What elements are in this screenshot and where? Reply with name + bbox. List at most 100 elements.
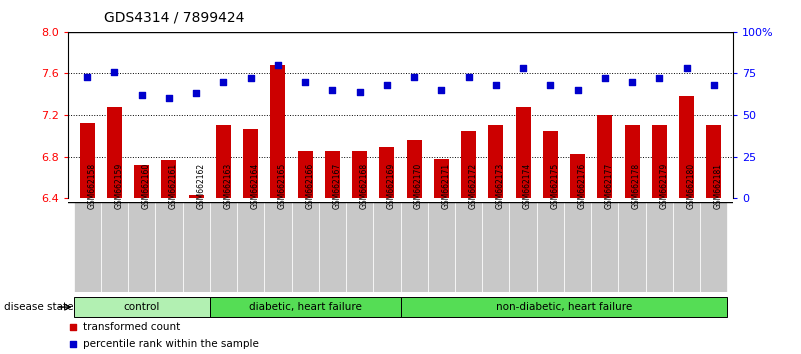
Point [435, 87, 448, 93]
Text: GSM662170: GSM662170 [414, 163, 423, 209]
FancyBboxPatch shape [128, 202, 155, 292]
Point [380, 82, 393, 88]
FancyBboxPatch shape [183, 202, 210, 292]
Bar [107, 107, 122, 198]
FancyBboxPatch shape [564, 202, 591, 292]
Text: GSM662165: GSM662165 [278, 163, 287, 209]
Bar [189, 195, 203, 198]
FancyBboxPatch shape [482, 202, 509, 292]
Bar [216, 125, 231, 198]
FancyBboxPatch shape [700, 202, 727, 292]
Point [408, 74, 421, 80]
FancyBboxPatch shape [646, 202, 673, 292]
Point [626, 79, 638, 85]
Point [81, 74, 94, 80]
Bar [516, 107, 530, 198]
Text: GSM662174: GSM662174 [523, 163, 532, 209]
Text: GSM662162: GSM662162 [196, 163, 205, 209]
Point [190, 91, 203, 96]
FancyBboxPatch shape [210, 297, 400, 318]
Point [571, 87, 584, 93]
Bar [570, 154, 585, 198]
FancyBboxPatch shape [455, 202, 482, 292]
FancyBboxPatch shape [618, 202, 646, 292]
Point [135, 92, 148, 98]
Text: GSM662163: GSM662163 [223, 163, 232, 209]
Point [272, 62, 284, 68]
Text: GSM662159: GSM662159 [115, 163, 123, 209]
Text: transformed count: transformed count [83, 321, 180, 332]
Bar [244, 129, 258, 198]
FancyBboxPatch shape [373, 202, 400, 292]
Text: GSM662161: GSM662161 [169, 163, 178, 209]
Text: GSM662164: GSM662164 [251, 163, 260, 209]
FancyBboxPatch shape [400, 297, 727, 318]
Point [598, 76, 611, 81]
Text: percentile rank within the sample: percentile rank within the sample [83, 339, 259, 349]
Point [462, 74, 475, 80]
Bar [325, 152, 340, 198]
Point [299, 79, 312, 85]
Bar [706, 125, 722, 198]
FancyBboxPatch shape [155, 202, 183, 292]
Point [108, 69, 121, 75]
Bar [434, 159, 449, 198]
Bar [461, 131, 476, 198]
FancyBboxPatch shape [319, 202, 346, 292]
Bar [407, 140, 421, 198]
FancyBboxPatch shape [509, 202, 537, 292]
Point [326, 87, 339, 93]
Point [653, 76, 666, 81]
Text: GSM662180: GSM662180 [686, 163, 695, 209]
Text: GSM662175: GSM662175 [550, 163, 559, 209]
Bar [679, 96, 694, 198]
FancyBboxPatch shape [264, 202, 292, 292]
Point [517, 65, 529, 71]
Text: GSM662168: GSM662168 [360, 163, 368, 209]
FancyBboxPatch shape [591, 202, 618, 292]
Text: non-diabetic, heart failure: non-diabetic, heart failure [496, 302, 632, 312]
FancyBboxPatch shape [74, 202, 101, 292]
FancyBboxPatch shape [428, 202, 455, 292]
Point [163, 96, 175, 101]
Text: GSM662172: GSM662172 [469, 163, 477, 209]
Point [67, 324, 80, 329]
Point [489, 82, 502, 88]
Bar [271, 65, 285, 198]
Text: GSM662158: GSM662158 [87, 163, 96, 209]
FancyBboxPatch shape [237, 202, 264, 292]
FancyBboxPatch shape [346, 202, 373, 292]
FancyBboxPatch shape [537, 202, 564, 292]
FancyBboxPatch shape [101, 202, 128, 292]
Point [217, 79, 230, 85]
Bar [598, 115, 612, 198]
Bar [134, 165, 149, 198]
Text: diabetic, heart failure: diabetic, heart failure [248, 302, 361, 312]
Bar [298, 152, 312, 198]
Text: GSM662179: GSM662179 [659, 163, 668, 209]
Bar [380, 147, 394, 198]
Text: GSM662160: GSM662160 [142, 163, 151, 209]
Bar [652, 125, 667, 198]
Point [680, 65, 693, 71]
Point [67, 341, 80, 347]
Bar [79, 124, 95, 198]
FancyBboxPatch shape [292, 202, 319, 292]
Point [544, 82, 557, 88]
Bar [352, 152, 367, 198]
Point [707, 82, 720, 88]
FancyBboxPatch shape [673, 202, 700, 292]
Text: GSM662167: GSM662167 [332, 163, 341, 209]
FancyBboxPatch shape [210, 202, 237, 292]
Text: GSM662178: GSM662178 [632, 163, 641, 209]
FancyBboxPatch shape [74, 297, 210, 318]
Text: GSM662171: GSM662171 [441, 163, 450, 209]
Bar [162, 160, 176, 198]
Text: GSM662166: GSM662166 [305, 163, 314, 209]
Text: GSM662181: GSM662181 [714, 163, 723, 209]
Bar [625, 125, 639, 198]
Bar [543, 131, 557, 198]
Text: GDS4314 / 7899424: GDS4314 / 7899424 [104, 11, 244, 25]
Point [244, 76, 257, 81]
FancyBboxPatch shape [400, 202, 428, 292]
